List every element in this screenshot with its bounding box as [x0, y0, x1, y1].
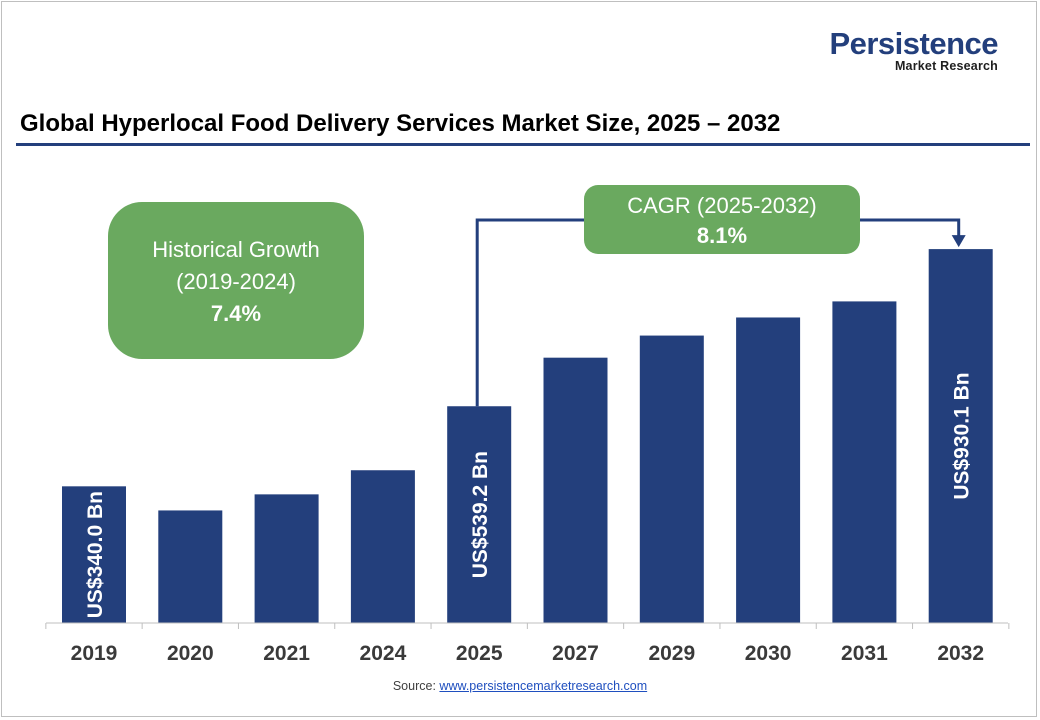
x-axis: 2019 2020 2021 2024 2025 2027 2029 2030 2031 2032 [45, 622, 1010, 665]
bars-layer: US$340.0 Bn US$539.2 Bn US$930.1 Bn [62, 249, 993, 623]
historical-growth-value: 7.4% [211, 301, 261, 326]
persistence-logo: Persistence Market Research [829, 26, 998, 73]
data-label: US$930.1 Bn [951, 372, 974, 499]
x-tick-label: 2020 [167, 642, 214, 665]
logo-sub-text: Market Research [894, 59, 998, 73]
x-tick-label: 2025 [456, 642, 503, 665]
cagr-callout: CAGR (2025-2032) 8.1% [584, 185, 860, 254]
data-label: US$340.0 Bn [84, 491, 107, 618]
bar-2019 [62, 486, 126, 623]
x-tick-label: 2032 [937, 642, 984, 665]
bar-2027 [543, 357, 608, 623]
bar-2031 [832, 301, 897, 623]
x-tick-label: 2031 [841, 642, 888, 665]
source-note: Source: www.persistencemarketresearch.co… [0, 679, 1040, 693]
x-tick-label: 2030 [745, 642, 792, 665]
x-tick-label: 2019 [71, 642, 118, 665]
bar-2021 [254, 494, 319, 623]
x-tick-label: 2024 [360, 642, 407, 665]
historical-growth-box [108, 202, 364, 359]
source-label: Source: [392, 679, 436, 693]
data-label: US$539.2 Bn [469, 451, 492, 578]
bar-2032 [928, 249, 993, 623]
bar-2025 [447, 406, 512, 623]
historical-growth-period: (2019-2024) [176, 269, 296, 294]
x-tick-label: 2029 [648, 642, 695, 665]
chart-title: Global Hyperlocal Food Delivery Services… [20, 110, 781, 137]
historical-growth-label: Historical Growth [152, 237, 319, 262]
bar-2030 [736, 317, 801, 623]
cagr-box [584, 185, 860, 254]
title-underline [16, 143, 1030, 146]
bar-2020 [158, 510, 223, 623]
x-tick-label: 2027 [552, 642, 599, 665]
cagr-value: 8.1% [697, 223, 747, 248]
historical-growth-callout: Historical Growth (2019-2024) 7.4% [108, 202, 364, 359]
bar-2029 [639, 335, 704, 623]
bar-2024 [350, 470, 415, 623]
cagr-label: CAGR (2025-2032) [627, 193, 817, 218]
source-link[interactable]: www.persistencemarketresearch.com [439, 679, 648, 693]
cagr-arrowhead [951, 235, 966, 248]
logo-main-text: Persistence [829, 26, 998, 61]
x-tick-label: 2021 [263, 642, 310, 665]
